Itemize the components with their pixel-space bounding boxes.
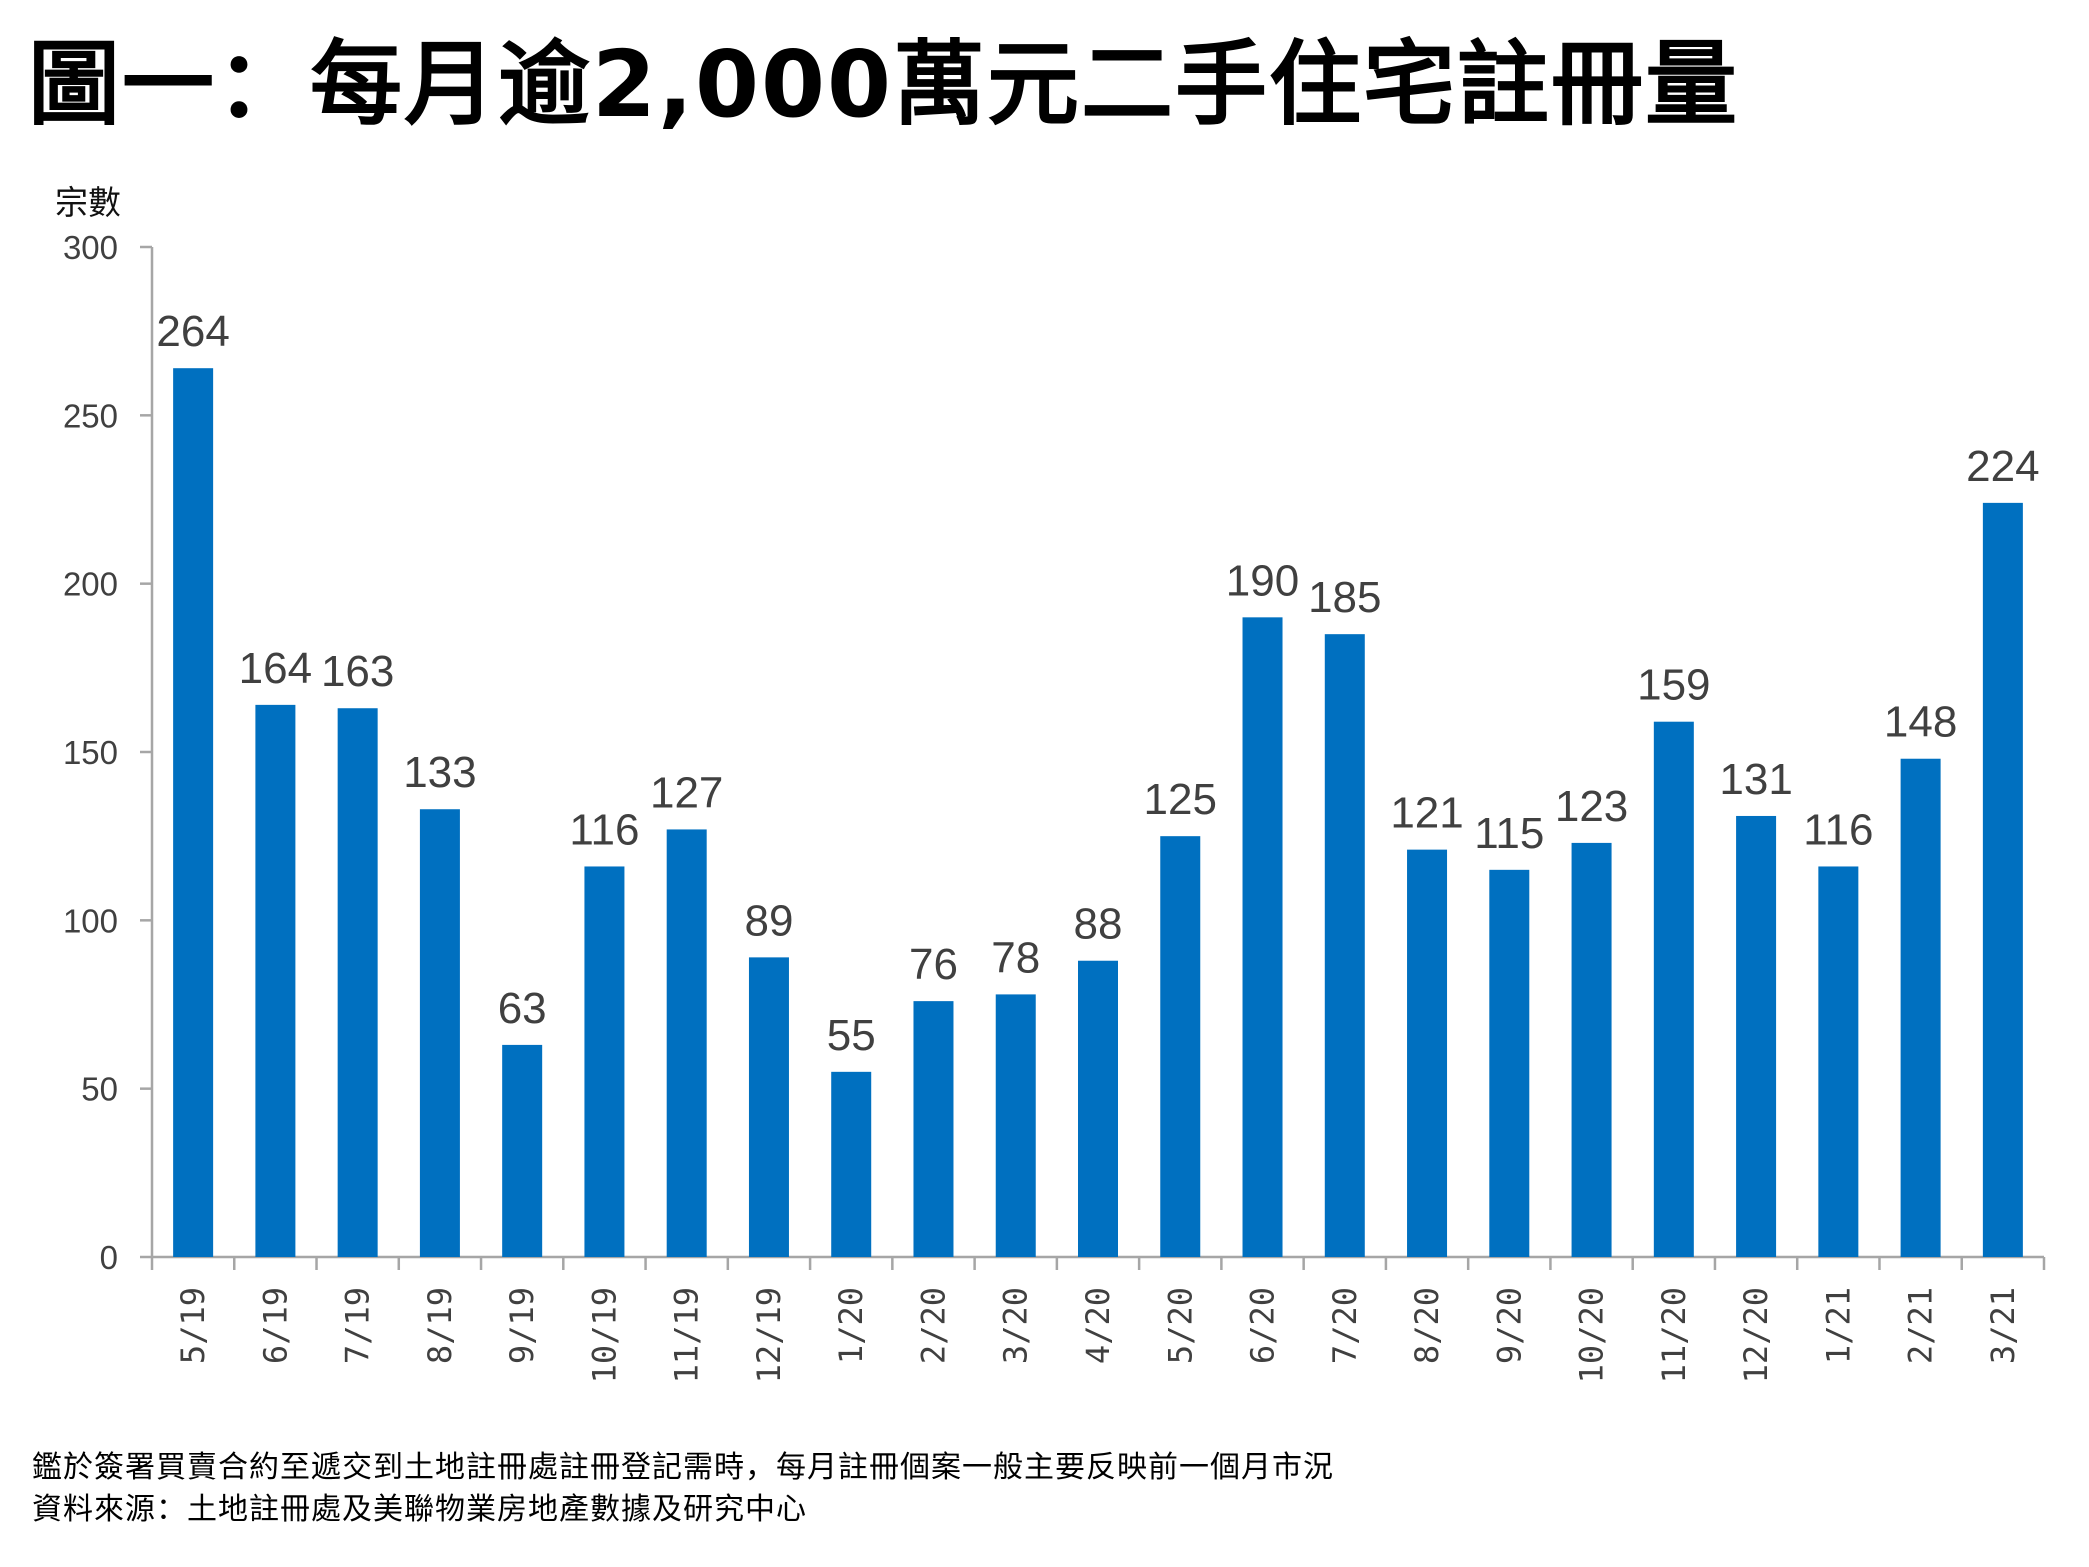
value-label: 159 bbox=[1637, 661, 1710, 710]
bar bbox=[1242, 617, 1283, 1257]
bar bbox=[1489, 869, 1530, 1257]
bar bbox=[995, 994, 1036, 1257]
footnote-source: 資料來源：土地註冊處及美聯物業房地產數據及研究中心 bbox=[32, 1492, 807, 1527]
bars bbox=[173, 368, 2023, 1257]
value-label: 133 bbox=[403, 748, 476, 797]
y-tick-label: 200 bbox=[63, 566, 118, 603]
y-tick-label: 0 bbox=[100, 1239, 118, 1276]
x-tick-label: 2/21 bbox=[1902, 1287, 1940, 1364]
footnote-note: 鑑於簽署買賣合約至遞交到土地註冊處註冊登記需時，每月註冊個案一般主要反映前一個月… bbox=[32, 1450, 1334, 1485]
bar bbox=[337, 708, 378, 1257]
y-tick-label: 100 bbox=[63, 902, 118, 939]
bar bbox=[255, 704, 296, 1257]
x-tick-label: 9/20 bbox=[1490, 1287, 1528, 1364]
x-tick-label: 5/19 bbox=[174, 1287, 212, 1364]
value-label: 115 bbox=[1474, 809, 1544, 858]
x-tick-label: 2/20 bbox=[914, 1287, 952, 1364]
x-tick-label: 11/20 bbox=[1655, 1287, 1693, 1383]
bar bbox=[1324, 634, 1365, 1257]
value-label: 55 bbox=[827, 1011, 876, 1060]
value-label: 63 bbox=[498, 984, 547, 1033]
bar bbox=[748, 957, 789, 1257]
y-tick-label: 250 bbox=[63, 397, 118, 434]
x-tick-label: 3/21 bbox=[1984, 1287, 2022, 1364]
value-label: 163 bbox=[321, 647, 394, 696]
value-label: 264 bbox=[156, 307, 229, 356]
x-tick-label: 7/20 bbox=[1326, 1287, 1364, 1364]
y-tick-label: 50 bbox=[81, 1071, 118, 1108]
value-label: 116 bbox=[1803, 805, 1873, 854]
bar bbox=[1407, 849, 1448, 1257]
bar bbox=[1653, 721, 1694, 1257]
bar bbox=[419, 809, 460, 1257]
x-tick-label: 11/19 bbox=[668, 1287, 706, 1383]
value-label: 224 bbox=[1966, 442, 2039, 491]
value-label: 76 bbox=[909, 940, 958, 989]
x-tick-labels: 5/19 6/19 7/19 8/19 9/19 10/19 11/19 12/19 1/20 2… bbox=[174, 1287, 2022, 1383]
value-label: 148 bbox=[1884, 698, 1957, 747]
bar bbox=[584, 866, 625, 1257]
value-label: 125 bbox=[1144, 775, 1217, 824]
bar bbox=[1571, 842, 1612, 1257]
x-tick-label: 8/19 bbox=[421, 1287, 459, 1364]
y-tick-label: 300 bbox=[63, 229, 118, 266]
bar bbox=[831, 1071, 872, 1257]
value-label: 88 bbox=[1074, 900, 1123, 949]
x-tick-label: 4/20 bbox=[1079, 1287, 1117, 1364]
bar bbox=[1818, 866, 1859, 1257]
chart-title: 圖一：每月逾2,000萬元二手住宅註冊量 bbox=[28, 31, 1740, 138]
y-tick-label: 150 bbox=[63, 734, 118, 771]
x-tick-label: 6/20 bbox=[1244, 1287, 1282, 1364]
x-tick-label: 1/21 bbox=[1819, 1287, 1857, 1364]
value-label: 78 bbox=[991, 933, 1040, 982]
x-tick-label: 10/20 bbox=[1573, 1287, 1611, 1383]
bar bbox=[173, 368, 214, 1257]
value-label: 89 bbox=[744, 896, 793, 945]
bar bbox=[502, 1044, 543, 1257]
value-label: 131 bbox=[1719, 755, 1792, 804]
x-tick-label: 1/20 bbox=[832, 1287, 870, 1364]
x-tick-label: 12/20 bbox=[1737, 1287, 1775, 1383]
value-label: 121 bbox=[1390, 789, 1463, 838]
bar bbox=[1078, 960, 1118, 1257]
y-axis: 0 50 100 150 200 250 300 bbox=[63, 229, 154, 1276]
x-axis bbox=[150, 1255, 2046, 1270]
x-tick-label: 7/19 bbox=[339, 1287, 377, 1364]
bar bbox=[1736, 815, 1777, 1257]
y-axis-label: 宗數 bbox=[55, 183, 121, 222]
bar bbox=[913, 1001, 954, 1257]
value-label: 127 bbox=[650, 768, 723, 817]
value-label: 123 bbox=[1555, 782, 1628, 831]
bar bbox=[666, 829, 707, 1257]
bar bbox=[1160, 836, 1201, 1257]
value-label: 116 bbox=[569, 805, 639, 854]
value-label: 185 bbox=[1308, 573, 1381, 622]
value-label: 190 bbox=[1226, 556, 1299, 605]
x-tick-label: 3/20 bbox=[997, 1287, 1035, 1364]
x-tick-label: 12/19 bbox=[750, 1287, 788, 1383]
x-tick-label: 10/19 bbox=[585, 1287, 623, 1383]
x-tick-label: 9/19 bbox=[503, 1287, 541, 1364]
bar bbox=[1982, 502, 2023, 1257]
x-tick-label: 5/20 bbox=[1161, 1287, 1199, 1364]
bar bbox=[1900, 758, 1941, 1257]
x-tick-label: 6/19 bbox=[256, 1287, 294, 1364]
value-label: 164 bbox=[239, 644, 312, 693]
x-tick-label: 8/20 bbox=[1408, 1287, 1446, 1364]
